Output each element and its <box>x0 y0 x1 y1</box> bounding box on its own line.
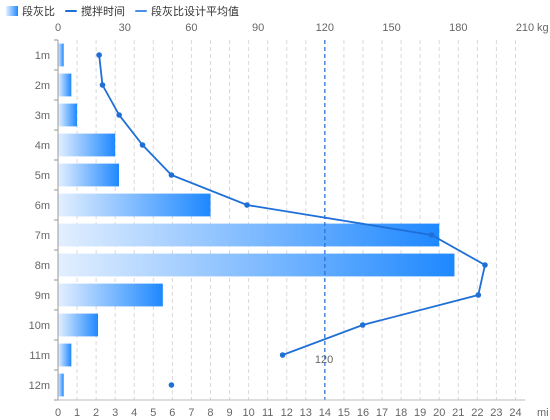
x-bottom-tick-label: 9 <box>226 407 232 419</box>
x-top-tick-label: 120 <box>316 22 334 34</box>
x-bottom-tick-label: 5 <box>150 407 156 419</box>
y-tick-label: 5m <box>35 170 50 182</box>
y-tick-label: 9m <box>35 290 50 302</box>
bar <box>58 133 116 157</box>
x-bottom-tick-label: 6 <box>169 407 175 419</box>
x-top-tick-label: 180 <box>449 22 467 34</box>
bar <box>58 283 163 307</box>
bar <box>58 223 440 247</box>
bar <box>58 43 64 67</box>
x-bottom-tick-label: 24 <box>509 407 521 419</box>
legend-bar-label: 段灰比 <box>22 6 55 18</box>
y-tick-label: 6m <box>35 200 50 212</box>
x-bottom-tick-label: 8 <box>207 407 213 419</box>
y-tick-label: 3m <box>35 110 50 122</box>
line-point <box>279 352 286 358</box>
x-bottom-tick-label: 17 <box>376 407 388 419</box>
y-tick-label: 4m <box>35 140 50 152</box>
legend-item-bar[interactable]: 段灰比 <box>6 3 55 19</box>
line-point-isolated <box>168 382 175 388</box>
legend: 段灰比 搅拌时间 段灰比设计平均值 <box>6 3 239 19</box>
y-tick-label: 11m <box>29 350 50 362</box>
bar <box>58 163 119 187</box>
line-point <box>96 52 102 58</box>
x-bottom-tick-label: 12 <box>281 407 293 419</box>
line-point <box>168 172 175 178</box>
y-tick-label: 12m <box>29 380 50 392</box>
y-tick-label: 8m <box>35 260 50 272</box>
x-top-tick-label: 210 <box>516 22 534 34</box>
bar-layer <box>58 43 455 397</box>
x-top-tick-label: 0 <box>55 22 61 34</box>
line-point <box>99 82 106 88</box>
x-bottom-tick-label: 10 <box>242 407 254 419</box>
line-point <box>359 322 366 328</box>
line-layer: 120 <box>96 40 488 400</box>
x-bottom-tick-label: 15 <box>338 407 350 419</box>
legend-item-line[interactable]: 搅拌时间 <box>65 3 125 19</box>
line-point <box>428 232 435 238</box>
x-bottom-tick-label: 16 <box>357 407 369 419</box>
x-bottom-tick-label: 2 <box>93 407 99 419</box>
bar <box>58 313 99 337</box>
x-bottom-tick-label: 14 <box>319 407 331 419</box>
x-bottom-tick-label: 22 <box>471 407 483 419</box>
legend-item-avg[interactable]: 段灰比设计平均值 <box>135 3 239 19</box>
bar <box>58 103 78 127</box>
grid-layer <box>57 40 516 400</box>
avg-line-label: 120 <box>315 354 333 366</box>
x-bottom-tick-label: 19 <box>414 407 426 419</box>
line-point <box>475 292 482 298</box>
x-bottom-tick-label: 0 <box>55 407 61 419</box>
y-tick-label: 2m <box>35 80 50 92</box>
x-bottom-tick-label: 1 <box>74 407 80 419</box>
x-bottom-tick-label: 13 <box>300 407 312 419</box>
x-top-tick-label: 30 <box>119 22 131 34</box>
line-point <box>116 112 122 118</box>
x-bottom-tick-label: 23 <box>490 407 502 419</box>
x-top-tick-label: 60 <box>185 22 197 34</box>
line-point <box>244 202 250 208</box>
line-point <box>139 142 146 148</box>
bar <box>58 373 64 397</box>
y-tick-label: 1m <box>35 50 50 62</box>
bar <box>58 73 72 97</box>
line-swatch-icon <box>65 10 77 12</box>
line-point <box>482 262 488 268</box>
y-tick-label: 7m <box>35 230 50 242</box>
x-bottom-tick-label: 11 <box>262 407 273 419</box>
x-bottom-tick-label: 20 <box>433 407 445 419</box>
legend-line-label: 搅拌时间 <box>81 6 125 18</box>
avg-swatch-icon <box>135 10 147 12</box>
legend-avg-label: 段灰比设计平均值 <box>151 6 239 18</box>
x-bottom-tick-label: 3 <box>112 407 118 419</box>
x-top-unit-label: kg <box>537 22 549 34</box>
bar <box>58 193 211 217</box>
x-bottom-tick-label: 21 <box>452 407 464 419</box>
bar <box>58 253 455 277</box>
bar-swatch-icon <box>6 6 18 16</box>
y-tick-label: 10m <box>29 320 50 332</box>
x-top-tick-label: 90 <box>252 22 264 34</box>
x-bottom-unit-label: mi <box>537 407 549 419</box>
x-bottom-tick-label: 7 <box>188 407 194 419</box>
x-bottom-tick-label: 4 <box>131 407 137 419</box>
x-top-tick-label: 150 <box>382 22 400 34</box>
bar <box>58 343 72 367</box>
x-bottom-tick-label: 18 <box>395 407 407 419</box>
